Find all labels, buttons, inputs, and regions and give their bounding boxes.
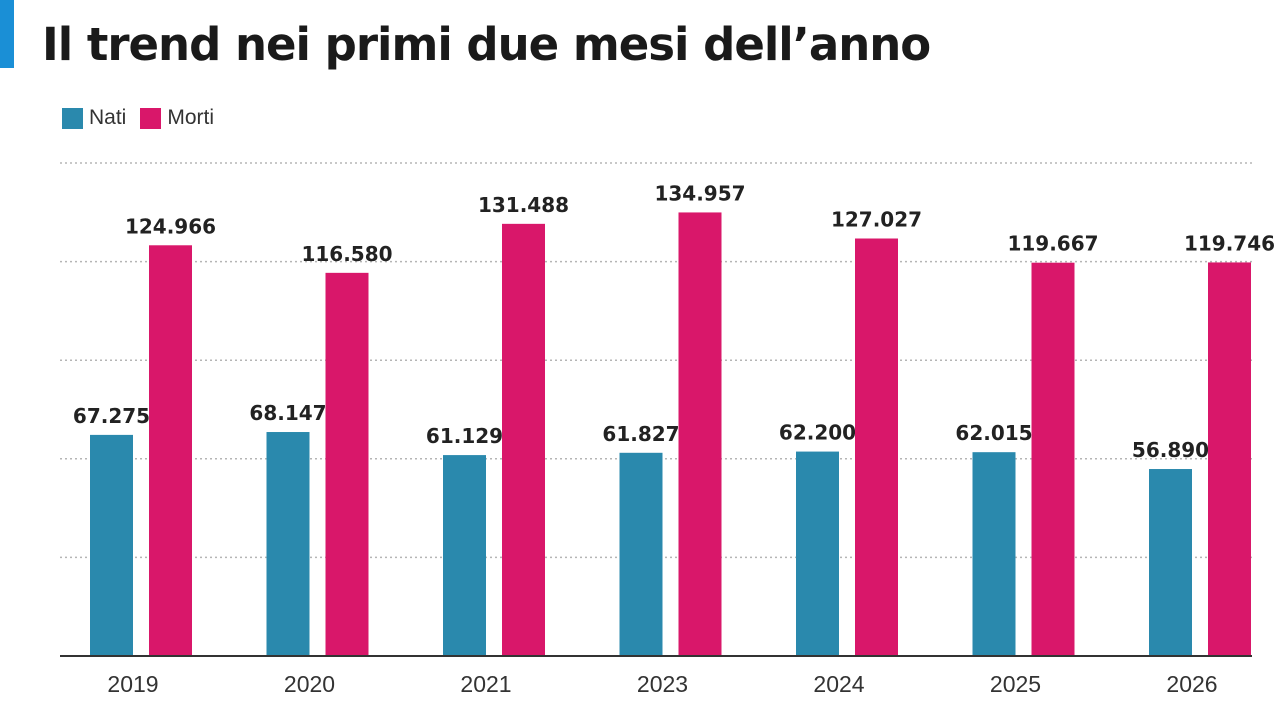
data-label-nati-2023: 61.827 [602, 422, 679, 446]
x-tick-label-2021: 2021 [460, 671, 511, 697]
legend-label-nati: Nati [89, 106, 127, 129]
data-label-nati-2021: 61.129 [426, 424, 503, 448]
data-label-morti-2019: 124.966 [125, 214, 216, 238]
data-label-nati-2025: 62.015 [955, 421, 1032, 445]
accent-bar [0, 0, 14, 68]
x-tick-label-2019: 2019 [107, 671, 158, 697]
legend-label-morti: Morti [167, 106, 215, 129]
chart-title: Il trend nei primi due mesi dell’anno [42, 18, 931, 71]
legend-swatch-nati [62, 107, 83, 129]
bar-nati-2020 [266, 432, 310, 656]
data-label-morti-2025: 119.667 [1007, 232, 1098, 256]
data-label-nati-2019: 67.275 [73, 404, 150, 428]
legend-item-nati: Nati [62, 106, 126, 130]
legend: Nati Morti [62, 106, 228, 130]
data-label-morti-2024: 127.027 [831, 208, 922, 232]
x-tick-label-2025: 2025 [990, 671, 1041, 697]
bar-morti-2024 [855, 238, 898, 657]
data-label-morti-2021: 131.488 [478, 193, 569, 217]
bar-morti-2026 [1208, 262, 1251, 656]
data-label-morti-2026: 119.746 [1184, 231, 1275, 255]
data-label-nati-2020: 68.147 [249, 401, 326, 425]
data-label-nati-2024: 62.200 [779, 421, 856, 445]
data-label-morti-2023: 134.957 [654, 181, 745, 205]
bar-morti-2019 [149, 245, 192, 656]
x-tick-label-2026: 2026 [1166, 671, 1217, 697]
x-tick-label-2020: 2020 [284, 671, 335, 697]
bar-morti-2023 [678, 212, 722, 656]
legend-item-morti: Morti [140, 106, 214, 130]
bar-nati-2019 [90, 434, 133, 656]
bar-nati-2026 [1149, 469, 1192, 656]
bar-nati-2023 [619, 452, 663, 656]
legend-swatch-morti [140, 107, 162, 129]
x-tick-label-2024: 2024 [813, 671, 864, 697]
bar-morti-2021 [502, 223, 545, 656]
data-label-morti-2020: 116.580 [301, 242, 392, 266]
bar-morti-2020 [325, 272, 369, 656]
bar-nati-2025 [972, 452, 1016, 656]
bar-nati-2021 [443, 455, 486, 656]
bar-morti-2025 [1031, 262, 1075, 656]
bar-nati-2024 [796, 451, 839, 656]
x-tick-label-2023: 2023 [637, 671, 688, 697]
data-label-nati-2026: 56.890 [1132, 438, 1209, 462]
